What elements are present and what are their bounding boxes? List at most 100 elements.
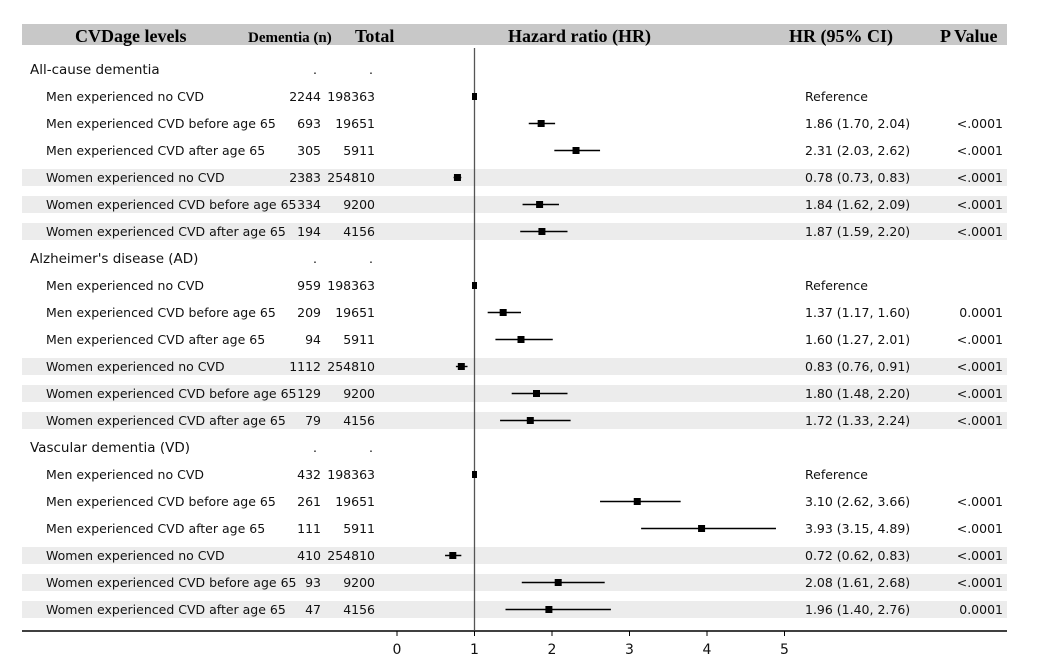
row-dementia-count: 194 (297, 224, 321, 239)
row-shade-band (22, 196, 1007, 213)
row-p-value: <.0001 (957, 413, 1003, 428)
row-p-value: <.0001 (957, 548, 1003, 563)
hr-point (453, 174, 461, 181)
row-hr-ci: 1.60 (1.27, 2.01) (805, 332, 910, 347)
header-p-value: P Value (940, 26, 998, 46)
row-label: Men experienced CVD before age 65 (46, 305, 276, 320)
hr-point (533, 390, 540, 397)
row-hr-ci: 1.37 (1.17, 1.60) (805, 305, 910, 320)
hr-point (449, 552, 457, 559)
section-total-dot: . (369, 440, 373, 455)
row-total-count: 9200 (343, 575, 375, 590)
row-hr-ci: 3.10 (2.62, 3.66) (805, 494, 910, 509)
row-dementia-count: 94 (305, 332, 321, 347)
row-total-count: 254810 (327, 170, 375, 185)
row-hr-ci: 1.86 (1.70, 2.04) (805, 116, 910, 131)
row-hr-ci: 1.80 (1.48, 2.20) (805, 386, 910, 401)
row-total-count: 9200 (343, 197, 375, 212)
row-total-count: 4156 (343, 602, 375, 617)
row-hr-ci: Reference (805, 278, 868, 293)
section-title: All-cause dementia (30, 62, 160, 78)
section-title: Vascular dementia (VD) (30, 440, 190, 456)
row-p-value: 0.0001 (959, 602, 1003, 617)
x-tick-label: 0 (393, 642, 402, 658)
row-p-value: <.0001 (957, 575, 1003, 590)
header-hazard-ratio: Hazard ratio (HR) (508, 26, 651, 47)
x-tick-label: 2 (548, 642, 557, 658)
hr-point (499, 309, 507, 316)
hr-point (517, 336, 525, 343)
hr-point (633, 498, 641, 505)
row-total-count: 5911 (343, 143, 375, 158)
row-hr-ci: Reference (805, 89, 868, 104)
x-tick-label: 5 (780, 642, 789, 658)
row-label: Men experienced CVD before age 65 (46, 116, 276, 131)
row-label: Men experienced no CVD (46, 89, 204, 104)
hr-point (536, 201, 544, 208)
row-hr-ci: 0.72 (0.62, 0.83) (805, 548, 910, 563)
row-total-count: 4156 (343, 224, 375, 239)
header-dementia: Dementia (n) (248, 30, 332, 46)
row-label: Men experienced CVD after age 65 (46, 143, 265, 158)
row-p-value: <.0001 (957, 224, 1003, 239)
row-shade-band (22, 223, 1007, 240)
row-dementia-count: 2383 (289, 170, 321, 185)
row-dementia-count: 79 (305, 413, 321, 428)
row-hr-ci: 1.72 (1.33, 2.24) (805, 413, 910, 428)
hr-point (457, 363, 465, 370)
row-p-value: 0.0001 (959, 305, 1003, 320)
row-hr-ci: 1.96 (1.40, 2.76) (805, 602, 910, 617)
row-label: Women experienced CVD after age 65 (46, 602, 286, 617)
row-hr-ci: 0.78 (0.73, 0.83) (805, 170, 910, 185)
row-p-value: <.0001 (957, 170, 1003, 185)
row-label: Men experienced no CVD (46, 278, 204, 293)
row-dementia-count: 93 (305, 575, 321, 590)
row-dementia-count: 209 (297, 305, 321, 320)
hr-reference-point (472, 93, 477, 100)
row-label: Women experienced CVD before age 65 (46, 197, 296, 212)
row-dementia-count: 1112 (289, 359, 321, 374)
row-label: Men experienced CVD after age 65 (46, 332, 265, 347)
row-label: Men experienced CVD after age 65 (46, 521, 265, 536)
x-tick-label: 4 (703, 642, 712, 658)
row-label: Women experienced no CVD (46, 170, 225, 185)
x-tick-label: 3 (625, 642, 634, 658)
hr-point (698, 525, 706, 532)
row-p-value: <.0001 (957, 143, 1003, 158)
row-dementia-count: 334 (297, 197, 321, 212)
hr-point (572, 147, 580, 154)
row-label: Women experienced CVD after age 65 (46, 224, 286, 239)
row-p-value: <.0001 (957, 359, 1003, 374)
hr-point (554, 579, 562, 586)
row-dementia-count: 2244 (289, 89, 321, 104)
hr-point (537, 120, 545, 127)
section-title: Alzheimer's disease (AD) (30, 251, 198, 267)
header-total: Total (355, 26, 394, 46)
row-label: Women experienced CVD after age 65 (46, 413, 286, 428)
row-dementia-count: 410 (297, 548, 321, 563)
row-label: Men experienced CVD before age 65 (46, 494, 276, 509)
section-dementia-dot: . (313, 62, 317, 77)
row-hr-ci: 0.83 (0.76, 0.91) (805, 359, 910, 374)
row-label: Women experienced no CVD (46, 548, 225, 563)
header-hr-ci: HR (95% CI) (789, 26, 893, 47)
row-total-count: 198363 (327, 278, 375, 293)
row-p-value: <.0001 (957, 197, 1003, 212)
section-dementia-dot: . (313, 251, 317, 266)
row-dementia-count: 432 (297, 467, 321, 482)
row-hr-ci: 1.87 (1.59, 2.20) (805, 224, 910, 239)
hr-point (526, 417, 534, 424)
row-label: Women experienced CVD before age 65 (46, 575, 296, 590)
section-total-dot: . (369, 251, 373, 266)
row-hr-ci: 1.84 (1.62, 2.09) (805, 197, 910, 212)
row-shade-band (22, 358, 1007, 375)
row-label: Women experienced no CVD (46, 359, 225, 374)
row-dementia-count: 47 (305, 602, 321, 617)
row-shade-band (22, 547, 1007, 564)
row-total-count: 4156 (343, 413, 375, 428)
row-p-value: <.0001 (957, 116, 1003, 131)
hr-point (545, 606, 553, 613)
row-p-value: <.0001 (957, 332, 1003, 347)
x-tick-label: 1 (470, 642, 479, 658)
